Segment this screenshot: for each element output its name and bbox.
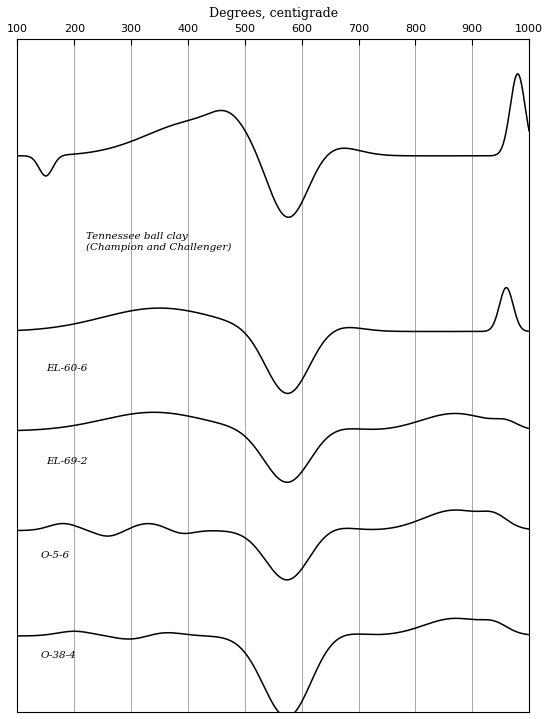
Text: EL-60-6: EL-60-6: [46, 364, 87, 372]
Text: Tennessee ball clay
(Champion and Challenger): Tennessee ball clay (Champion and Challe…: [86, 232, 231, 252]
Text: O-5-6: O-5-6: [40, 551, 69, 560]
Text: EL-69-2: EL-69-2: [46, 457, 87, 467]
X-axis label: Degrees, centigrade: Degrees, centigrade: [208, 7, 338, 20]
Text: O-38-4: O-38-4: [40, 651, 76, 659]
